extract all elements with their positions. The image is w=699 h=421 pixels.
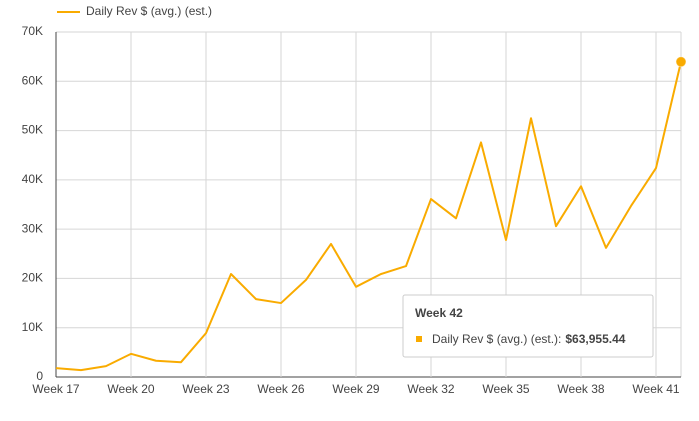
- x-tick-label: Week 29: [332, 382, 379, 396]
- y-tick-label: 30K: [22, 221, 43, 235]
- x-tick-label: Week 32: [407, 382, 454, 396]
- y-tick-label: 0: [36, 369, 43, 383]
- x-tick-label: Week 41: [632, 382, 679, 396]
- legend-label: Daily Rev $ (avg.) (est.): [86, 4, 212, 18]
- tooltip-box: [402, 294, 654, 358]
- y-tick-label: 10K: [22, 320, 43, 334]
- y-tick-label: 20K: [22, 271, 43, 285]
- x-tick-label: Week 26: [257, 382, 304, 396]
- hover-point: [675, 56, 687, 68]
- tooltip-swatch: [416, 336, 422, 342]
- tooltip-value: $63,955.44: [565, 332, 625, 346]
- y-tick-label: 60K: [22, 73, 43, 87]
- x-tick-label: Week 38: [557, 382, 604, 396]
- x-tick-label: Week 20: [107, 382, 154, 396]
- x-tick-label: Week 17: [32, 382, 79, 396]
- x-tick-label: Week 23: [182, 382, 229, 396]
- y-tick-label: 50K: [22, 123, 43, 137]
- series-line: [55, 61, 682, 372]
- tooltip-title: Week 42: [415, 306, 463, 320]
- x-tick-label: Week 35: [482, 382, 529, 396]
- y-tick-label: 70K: [22, 24, 43, 38]
- tooltip: Week 42 Daily Rev $ (avg.) (est.): $63,955…: [402, 294, 654, 358]
- tooltip-label: Daily Rev $ (avg.) (est.):: [432, 332, 561, 346]
- y-tick-label: 40K: [22, 172, 43, 186]
